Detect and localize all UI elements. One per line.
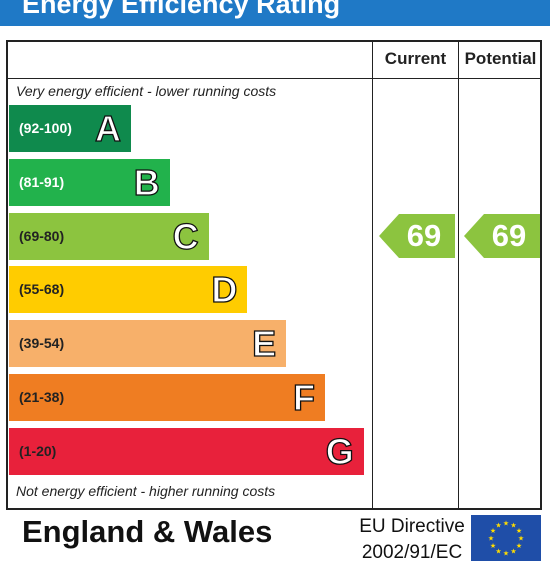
note-inefficient: Not energy efficient - higher running co… [16, 483, 276, 499]
svg-text:★: ★ [490, 527, 496, 535]
band-letter: A [94, 107, 121, 149]
svg-text:★: ★ [495, 522, 501, 530]
band-range-label: (81-91) [19, 173, 65, 190]
band-range-label: (92-100) [19, 120, 72, 136]
band-letter: G [325, 430, 354, 472]
svg-text:★: ★ [503, 550, 509, 558]
band-letter: D [211, 269, 238, 311]
band-letter: F [292, 376, 315, 418]
svg-text:★: ★ [495, 548, 501, 556]
header-divider [6, 78, 542, 79]
band-f: (21-38) F [9, 374, 325, 421]
directive-line-1: EU Directive [359, 516, 465, 537]
directive-line-2: 2002/91/EC [361, 542, 463, 563]
svg-text:★: ★ [510, 548, 516, 556]
band-e: (39-54) E [9, 320, 287, 368]
chart-title: Energy Efficiency Rating [22, 0, 341, 19]
footer-directive: EU Directive 2002/91/EC [348, 514, 476, 566]
band-letter: B [133, 161, 160, 203]
column-header-current: Current [384, 49, 447, 68]
note-efficient: Very energy efficient - lower running co… [16, 83, 277, 99]
rating-frame [6, 40, 542, 510]
band-letter: C [172, 215, 199, 257]
svg-text:★: ★ [510, 522, 516, 530]
rating-potential-value: 69 [491, 218, 527, 254]
column-divider-current [372, 40, 373, 510]
band-g: (1-20) G [9, 427, 364, 475]
band-range-label: (55-68) [19, 281, 65, 298]
title-bar: Energy Efficiency Rating [0, 0, 550, 26]
band-b: (81-91) B [9, 158, 170, 206]
band-letter: E [252, 323, 277, 365]
band-range-label: (69-80) [19, 227, 65, 244]
band-a: (92-100) A [9, 105, 131, 152]
svg-text:★: ★ [516, 542, 522, 550]
svg-text:★: ★ [518, 535, 524, 543]
svg-text:★: ★ [488, 535, 494, 543]
band-range-label: (21-38) [19, 389, 65, 405]
band-range-label: (39-54) [19, 335, 65, 352]
column-divider-potential [458, 40, 459, 510]
band-c: (69-80) C [9, 212, 209, 260]
rating-current: 69 [379, 214, 455, 259]
band-range-label: (1-20) [19, 442, 57, 459]
column-header-potential: Potential [464, 49, 537, 68]
svg-text:★: ★ [516, 527, 522, 535]
rating-potential: 69 [464, 214, 540, 259]
svg-text:★: ★ [490, 542, 496, 550]
svg-text:★: ★ [503, 520, 509, 528]
band-d: (55-68) D [9, 266, 248, 314]
eu-flag-icon: ★ ★ ★ ★ ★ ★ ★ ★ ★ ★ ★ ★ [471, 515, 541, 561]
rating-current-value: 69 [406, 218, 442, 254]
footer-region: England & Wales [22, 514, 273, 549]
